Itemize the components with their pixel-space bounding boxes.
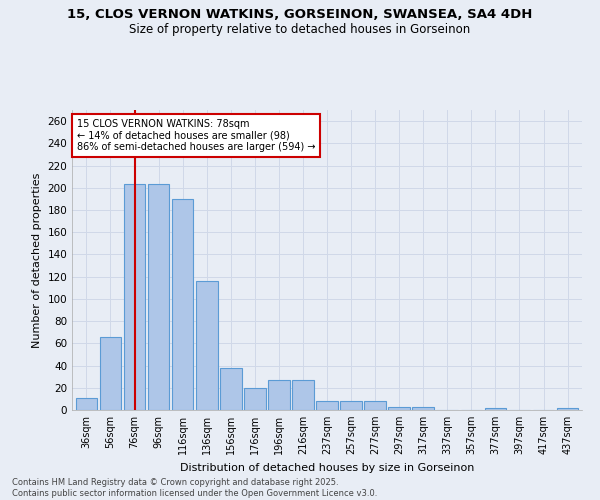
Bar (196, 281, 218, 410)
Bar (76, 398, 97, 410)
Bar (100, 336, 121, 410)
Bar (485, 408, 506, 410)
Bar (148, 184, 169, 410)
Bar (316, 401, 338, 410)
Text: Size of property relative to detached houses in Gorseinon: Size of property relative to detached ho… (130, 22, 470, 36)
Bar (340, 401, 362, 410)
Bar (412, 406, 434, 410)
Text: 15 CLOS VERNON WATKINS: 78sqm
← 14% of detached houses are smaller (98)
86% of s: 15 CLOS VERNON WATKINS: 78sqm ← 14% of d… (77, 119, 316, 152)
Bar (244, 388, 266, 410)
Bar (172, 199, 193, 410)
Bar (268, 380, 290, 410)
Bar (124, 184, 145, 410)
Bar (292, 380, 314, 410)
Bar (557, 408, 578, 410)
Text: Contains HM Land Registry data © Crown copyright and database right 2025.
Contai: Contains HM Land Registry data © Crown c… (12, 478, 377, 498)
Bar (364, 401, 386, 410)
X-axis label: Distribution of detached houses by size in Gorseinon: Distribution of detached houses by size … (180, 462, 474, 472)
Y-axis label: Number of detached properties: Number of detached properties (32, 172, 42, 348)
Bar (220, 368, 242, 410)
Text: 15, CLOS VERNON WATKINS, GORSEINON, SWANSEA, SA4 4DH: 15, CLOS VERNON WATKINS, GORSEINON, SWAN… (67, 8, 533, 20)
Bar (388, 406, 410, 410)
